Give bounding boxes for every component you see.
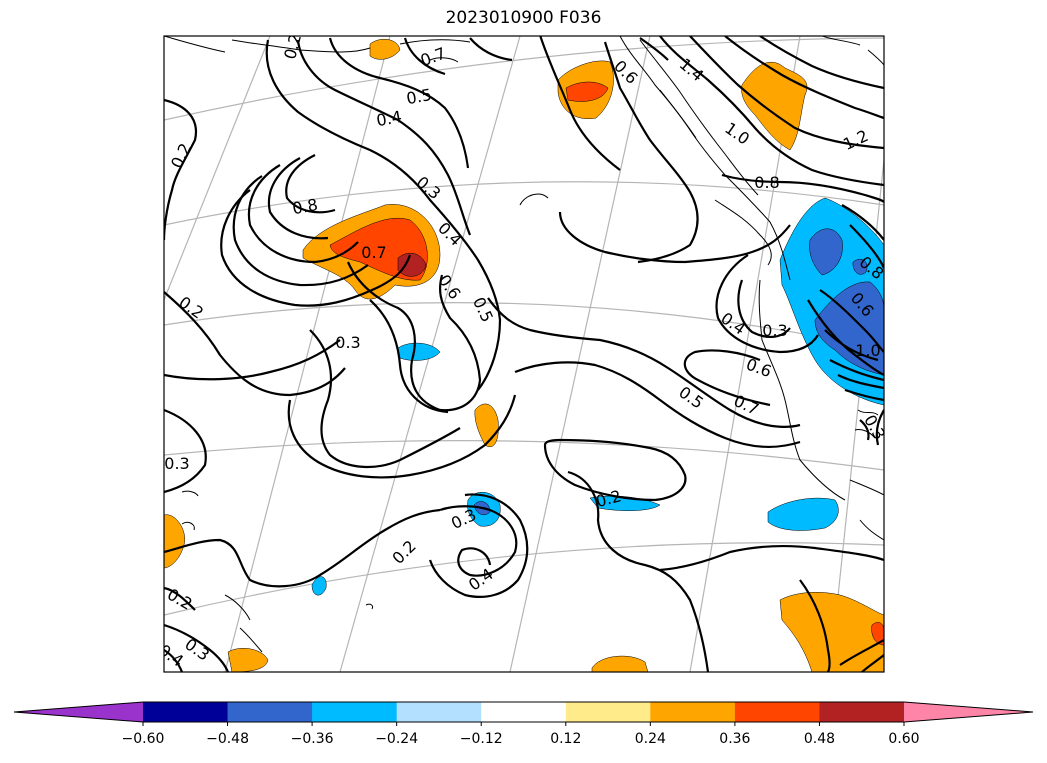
anomaly-area: [814, 281, 884, 376]
anomaly-area: [397, 252, 427, 277]
anomaly-area: [852, 258, 868, 275]
anomaly-area: [565, 81, 609, 102]
colorbar-tick-label: 0.36: [719, 731, 750, 747]
colorbar-segment: [227, 702, 313, 722]
colorbar-tick-label: −0.36: [291, 731, 334, 747]
anomaly-area: [779, 592, 884, 672]
colorbar-segment: [565, 702, 651, 722]
colorbar-segment: [312, 702, 398, 722]
contour-label: 0.3: [164, 454, 189, 473]
colorbar-segment: [819, 702, 905, 722]
colorbar-tick-label: −0.24: [375, 731, 418, 747]
anomaly-area: [809, 228, 843, 276]
anomaly-area: [369, 38, 401, 60]
colorbar-segment: [650, 702, 736, 722]
anomaly-area: [767, 497, 839, 531]
contour-label: 1.0: [855, 341, 880, 360]
contour-label: 0.4: [375, 107, 403, 130]
contour-label: 0.5: [405, 85, 433, 108]
anomaly-area: [741, 62, 808, 151]
map-frame: [163, 35, 885, 673]
contour-lines: [164, 36, 884, 672]
colorbar-tick-label: 0.24: [635, 731, 666, 747]
contour-label: 0.3: [335, 333, 360, 352]
anomaly-area: [397, 342, 441, 361]
anomaly-area: [591, 655, 649, 672]
colorbar-segment: [734, 702, 820, 722]
contour-label: 0.8: [754, 173, 779, 192]
contour-label: 0.3: [762, 321, 787, 340]
colorbar-segment: [481, 702, 567, 722]
colorbar-tick-label: 0.48: [804, 731, 835, 747]
colorbar: −0.60 −0.48 −0.36 −0.24 −0.12 0.12 0.24 0.36 0.4…: [13, 701, 1034, 747]
colorbar-extend-low: [14, 702, 143, 722]
colorbar-segment: [396, 702, 482, 722]
contour-label: 0.8: [291, 195, 319, 218]
warm-anomaly-areas: [164, 38, 884, 672]
map-title: 2023010900 F036: [445, 8, 602, 28]
colorbar-tick-label: −0.12: [460, 731, 503, 747]
anomaly-area: [871, 622, 884, 646]
colorbar-tick-label: 0.12: [550, 731, 581, 747]
colorbar-tick-label: 0.60: [888, 731, 919, 747]
colorbar-segment: [143, 702, 229, 722]
colorbar-tick-label: −0.48: [206, 731, 249, 747]
colorbar-tick-label: −0.60: [122, 731, 165, 747]
colorbar-extend-high: [904, 702, 1033, 722]
anomaly-area: [311, 576, 327, 596]
contour-label: 0.7: [361, 243, 386, 262]
anomaly-area: [164, 514, 185, 569]
